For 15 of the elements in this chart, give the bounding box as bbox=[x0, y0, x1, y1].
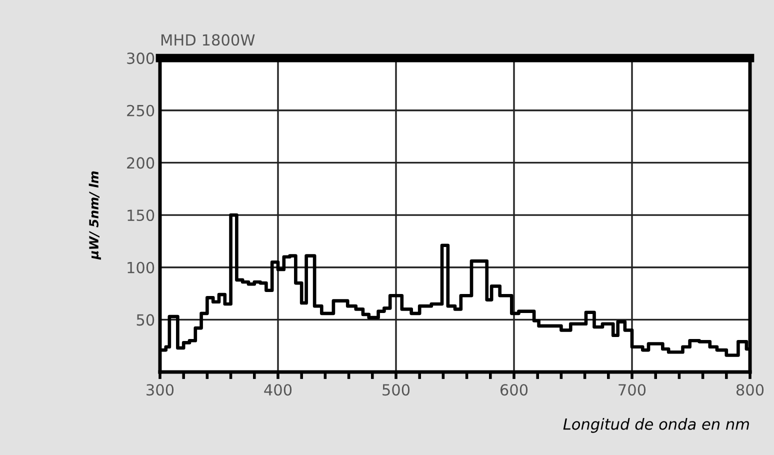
y-tick-label: 200 bbox=[127, 157, 154, 169]
chart-title: MHD 1800W bbox=[161, 34, 255, 46]
x-tick-label: 500 bbox=[382, 384, 410, 396]
x-axis-title: Longitud de onda en nm bbox=[563, 418, 749, 433]
y-tick-label: 250 bbox=[127, 104, 154, 116]
x-tick-label: 600 bbox=[500, 384, 528, 396]
x-tick-label: 300 bbox=[146, 384, 174, 396]
y-axis-title: µW/ 5nm/ lm bbox=[88, 171, 101, 260]
y-tick-label: 300 bbox=[127, 52, 154, 64]
y-tick-label: 100 bbox=[128, 262, 154, 274]
x-tick-label: 400 bbox=[264, 384, 292, 396]
y-tick-label: 150 bbox=[128, 210, 154, 222]
y-tick-label: 50 bbox=[136, 314, 154, 326]
x-tick-label: 800 bbox=[736, 384, 764, 396]
x-tick-label: 700 bbox=[618, 384, 646, 396]
